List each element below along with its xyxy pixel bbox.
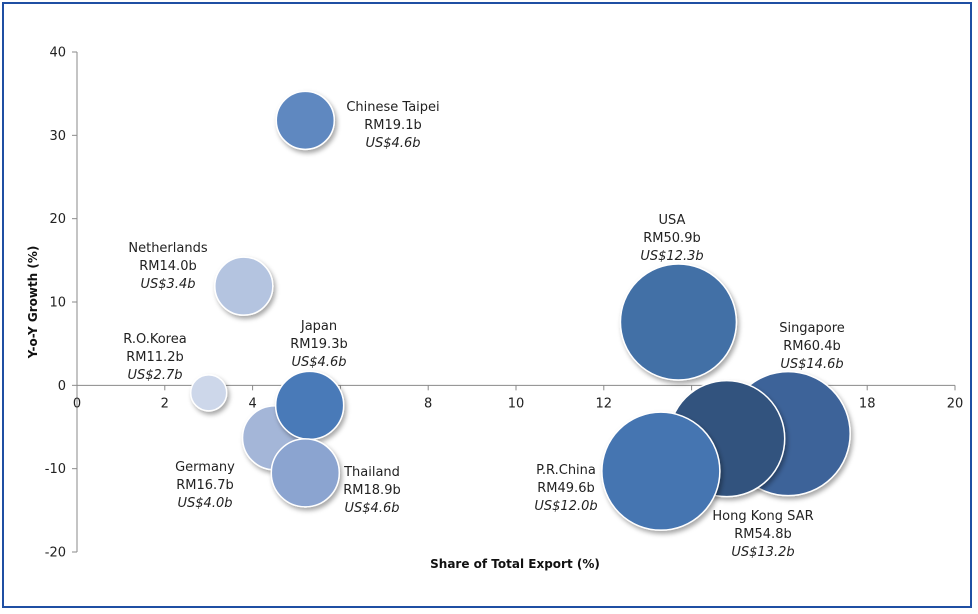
bubble-label-r-o-korea: R.O.Korea RM11.2b US$2.7b	[123, 332, 186, 383]
bubble-label-chinese-taipei: Chinese Taipei RM19.1b US$4.6b	[346, 100, 439, 151]
bubble-layer	[189, 90, 851, 531]
bubble-label-usd: US$13.2b	[731, 545, 794, 560]
bubble-label-usd: US$4.6b	[366, 136, 421, 151]
label-layer: Chinese Taipei RM19.1b US$4.6b Netherlands R…	[123, 100, 845, 560]
bubble-label-usd: US$2.7b	[128, 368, 183, 383]
y-tick-label: 10	[49, 296, 66, 311]
x-axis-title: Share of Total Export (%)	[430, 557, 600, 571]
bubble-label-name: R.O.Korea	[123, 332, 186, 347]
bubble-label-usd: US$12.0b	[534, 499, 597, 514]
bubble-label-p-r-china: P.R.China RM49.6b US$12.0b	[534, 463, 597, 514]
bubble-label-value: RM19.1b	[364, 118, 421, 133]
bubble-label-usd: US$3.4b	[141, 277, 196, 292]
bubble-label-usd: US$14.6b	[780, 357, 843, 372]
y-tick-label: -10	[45, 462, 66, 477]
chart-frame	[2, 2, 972, 608]
bubble-label-usd: US$4.6b	[292, 355, 347, 370]
y-tick-label: 40	[49, 46, 66, 61]
y-axis-title: Y-o-Y Growth (%)	[26, 246, 40, 360]
bubble-thailand	[270, 438, 341, 508]
bubble-label-singapore: Singapore RM60.4b US$14.6b	[779, 321, 845, 372]
bubble-label-value: RM16.7b	[176, 478, 233, 493]
x-tick-label: 4	[248, 396, 256, 411]
bubble-label-name: Hong Kong SAR	[712, 509, 813, 524]
bubble-netherlands	[214, 256, 274, 316]
bubble-label-value: RM50.9b	[643, 231, 700, 246]
y-tick-label: -20	[45, 546, 66, 561]
bubble-label-germany: Germany RM16.7b US$4.0b	[175, 460, 235, 511]
x-tick-label: 10	[508, 396, 525, 411]
bubble-label-name: Germany	[175, 460, 235, 475]
bubble-label-value: RM54.8b	[734, 527, 791, 542]
bubble-label-name: Thailand	[343, 465, 400, 480]
bubble-label-hong-kong-sar: Hong Kong SAR RM54.8b US$13.2b	[712, 509, 813, 560]
x-tick-label: 12	[596, 396, 613, 411]
bubble-chinese-taipei	[275, 90, 336, 151]
bubble-label-value: RM11.2b	[126, 350, 183, 365]
bubble-label-name: Netherlands	[128, 241, 207, 256]
bubble-label-value: RM14.0b	[139, 259, 196, 274]
bubble-label-name: Chinese Taipei	[346, 100, 439, 115]
bubble-label-usa: USA RM50.9b US$12.3b	[640, 213, 703, 264]
bubble-label-japan: Japan RM19.3b US$4.6b	[290, 319, 347, 370]
bubble-label-value: RM49.6b	[537, 481, 594, 496]
bubble-usa	[619, 263, 738, 381]
bubble-label-value: RM19.3b	[290, 337, 347, 352]
x-tick-label: 0	[73, 396, 81, 411]
x-tick-label: 20	[947, 396, 964, 411]
x-tick-label: 2	[161, 396, 169, 411]
bubble-label-name: Singapore	[779, 321, 845, 336]
bubble-label-netherlands: Netherlands RM14.0b US$3.4b	[128, 241, 207, 292]
bubble-label-usd: US$4.0b	[178, 496, 233, 511]
bubble-label-thailand: Thailand RM18.9b US$4.6b	[343, 465, 401, 516]
bubble-label-usd: US$4.6b	[345, 501, 400, 516]
x-tick-label: 8	[424, 396, 432, 411]
bubble-r-o-korea	[189, 374, 228, 412]
bubble-p-r-china	[601, 411, 721, 531]
bubble-label-usd: US$12.3b	[640, 249, 703, 264]
bubble-label-name: P.R.China	[536, 463, 596, 478]
bubble-label-name: Japan	[300, 319, 337, 334]
bubble-label-name: USA	[659, 213, 686, 228]
x-tick-label: 18	[859, 396, 876, 411]
y-tick-label: 30	[49, 129, 66, 144]
y-tick-label: 20	[49, 212, 66, 227]
bubble-japan	[274, 370, 345, 441]
y-tick-label: 0	[58, 379, 66, 394]
bubble-label-value: RM18.9b	[343, 483, 400, 498]
bubble-label-value: RM60.4b	[783, 339, 840, 354]
